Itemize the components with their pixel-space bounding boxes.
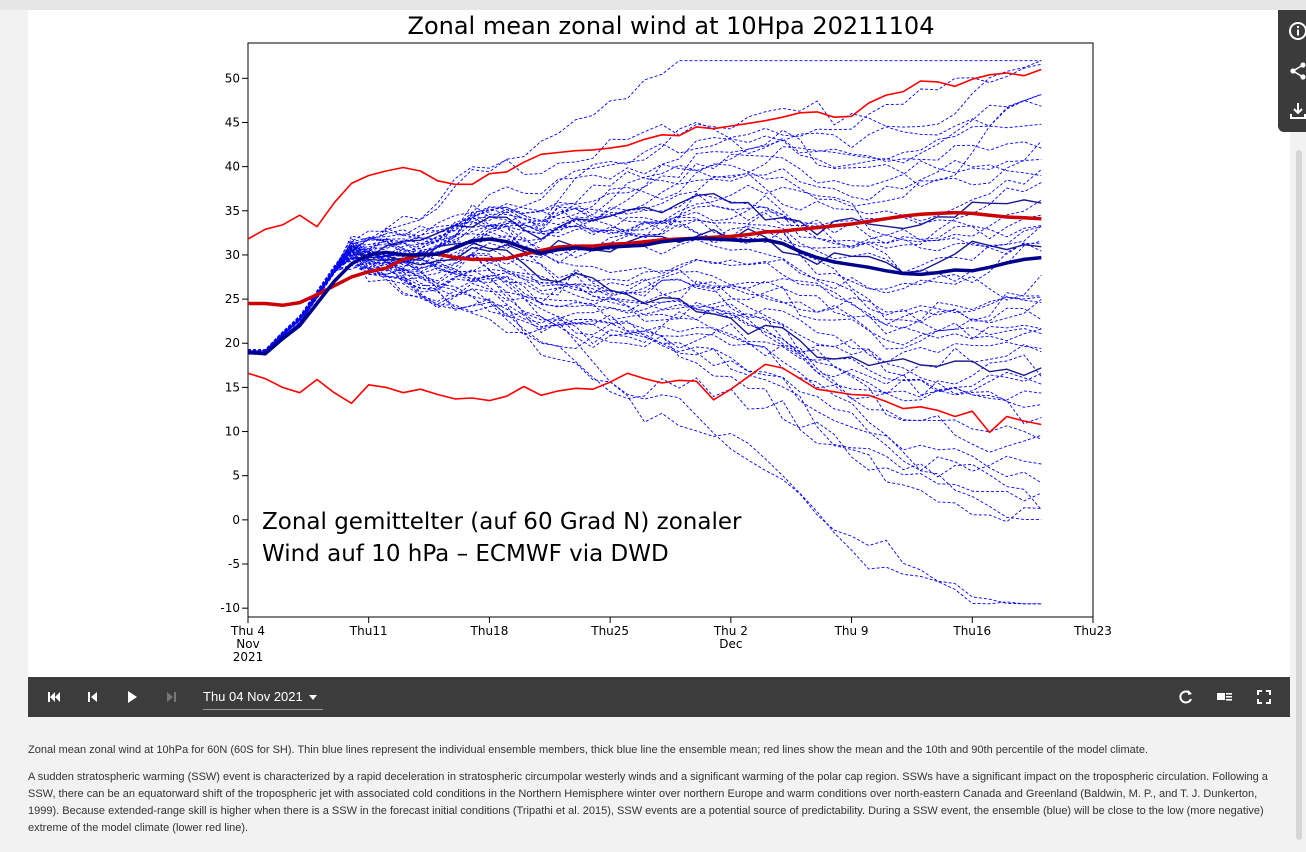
ensemble-mean-line (247, 236, 1042, 356)
x-tick-label: Thu 4 Nov 2021 (230, 624, 265, 664)
ensemble-member-line (247, 63, 1042, 352)
y-tick-label: -5 (228, 557, 240, 571)
ensemble-member-line (247, 99, 1042, 354)
ensemble-member-line (247, 257, 1042, 502)
ensemble-member-line (247, 182, 1042, 353)
y-tick-label: 45 (225, 115, 240, 129)
description-paragraph-1: Zonal mean zonal wind at 10hPa for 60N (… (28, 744, 1148, 756)
ensemble-member-line (247, 258, 1042, 425)
ensemble-member-line (247, 250, 1042, 472)
annotation-line-2: Wind auf 10 hPa – ECMWF via DWD (262, 541, 669, 567)
ensemble-member-line (247, 245, 1042, 523)
ensemble-member-line (247, 253, 1042, 398)
climate-10th-percentile-line (247, 363, 1042, 434)
x-tick-label: Thu25 (590, 624, 629, 638)
ensemble-member-line (248, 250, 1042, 453)
ensemble-member-line (247, 249, 1042, 351)
y-tick-label: 30 (225, 248, 240, 262)
ensemble-member-line (247, 252, 1042, 353)
x-tick-label: Thu16 (952, 624, 991, 638)
y-tick-label: 0 (232, 513, 240, 527)
y-tick-label: 40 (225, 160, 240, 174)
y-tick-label: 50 (225, 71, 240, 85)
ensemble-member-line (247, 242, 1042, 377)
ensemble-member-line (247, 123, 1042, 352)
ensemble-member-line (247, 195, 1042, 356)
first-frame-icon[interactable] (44, 687, 64, 707)
ensemble-member-line (247, 94, 1042, 356)
share-icon[interactable] (1286, 59, 1306, 83)
y-tick-label: 35 (225, 204, 240, 218)
x-tick-label: Thu18 (470, 624, 509, 638)
y-tick-label: -10 (220, 601, 240, 615)
annotation-line-1: Zonal gemittelter (auf 60 Grad N) zonale… (262, 509, 742, 535)
slideshow-icon[interactable] (1215, 687, 1235, 707)
chevron-down-icon (309, 695, 317, 700)
ensemble-member-line (247, 206, 1042, 352)
ensemble-member-line (247, 192, 1042, 355)
ensemble-member-line (247, 246, 1042, 484)
ensemble-member-line (247, 254, 1042, 376)
ensemble-member-line (247, 236, 1042, 354)
x-tick-label: Thu 2 Dec (713, 624, 748, 651)
x-axis: Thu 4 Nov 2021 Thu11 Thu18 Thu25 Thu 2 Dec Thu 9… (230, 617, 1112, 664)
top-bar (0, 0, 1306, 10)
ensemble-member-line (247, 241, 1042, 401)
ensemble-member-line (247, 60, 1042, 353)
x-tick-label: Thu23 (1073, 624, 1112, 638)
ensemble-member-line (247, 255, 1042, 353)
info-icon[interactable] (1286, 19, 1306, 43)
loop-icon[interactable] (1176, 687, 1196, 707)
x-tick-label: Thu11 (349, 624, 388, 638)
y-tick-label: 10 (225, 425, 240, 439)
description-paragraph-2: A sudden stratospheric warming (SSW) eve… (28, 771, 1268, 834)
next-frame-icon[interactable] (161, 687, 181, 707)
y-axis: -10 -5 0 5 10 15 20 25 30 35 40 45 50 (220, 71, 248, 615)
chart-title: Zonal mean zonal wind at 10Hpa 20211104 (408, 12, 935, 40)
ensemble-member-line (247, 140, 1042, 354)
ensemble-member-line (247, 247, 1042, 395)
main-series (247, 68, 1042, 434)
animation-player: Thu 04 Nov 2021 (28, 677, 1290, 717)
chart-toolbar (1278, 10, 1306, 132)
scrollbar[interactable] (1296, 150, 1302, 840)
ensemble-member-line (247, 255, 1042, 364)
x-tick-label: Thu 9 (834, 624, 869, 638)
y-tick-label: 5 (232, 469, 240, 483)
download-icon[interactable] (1286, 99, 1306, 123)
previous-frame-icon[interactable] (83, 687, 103, 707)
ensemble-member-line (247, 216, 1042, 353)
chart: Zonal mean zonal wind at 10Hpa 20211104 … (220, 12, 1112, 664)
ensemble-member-line (247, 245, 1042, 510)
ensemble-member-line (247, 251, 1042, 605)
ensemble-member-line (247, 206, 1042, 354)
date-select-label: Thu 04 Nov 2021 (203, 689, 303, 704)
description: Zonal mean zonal wind at 10hPa for 60N (… (28, 742, 1278, 847)
y-tick-label: 20 (225, 336, 240, 350)
chart-card: Zonal mean zonal wind at 10Hpa 20211104 … (28, 10, 1306, 717)
play-icon[interactable] (122, 687, 142, 707)
climate-90th-percentile-line (247, 68, 1042, 240)
y-tick-label: 25 (225, 292, 240, 306)
ensemble-member-line (247, 246, 1042, 521)
ensemble-member-line (247, 137, 1042, 351)
date-select[interactable]: Thu 04 Nov 2021 (203, 685, 323, 710)
fullscreen-icon[interactable] (1254, 687, 1274, 707)
y-tick-label: 15 (225, 380, 240, 394)
climate-mean-line (248, 210, 1042, 308)
